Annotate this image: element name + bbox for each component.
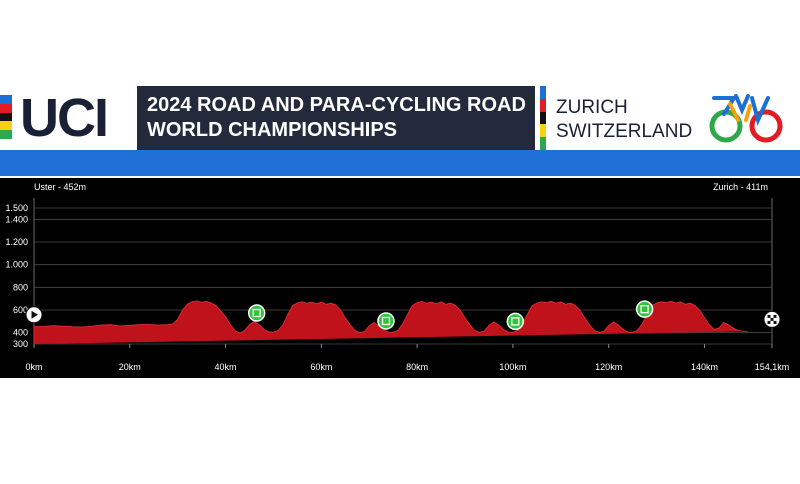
checkered-flag-icon xyxy=(763,310,781,328)
rainbow-stripes-icon xyxy=(0,95,12,139)
rainbow-stripe-green xyxy=(0,130,12,139)
emblem-wheel-right xyxy=(749,109,783,143)
start-label: Uster - 452m xyxy=(34,182,86,192)
event-title-box: 2024 ROAD AND PARA-CYCLING ROAD WORLD CH… xyxy=(137,86,535,150)
elevation-area xyxy=(33,300,748,344)
x-tick-label: 154,1km xyxy=(755,362,790,372)
stripe-blue xyxy=(540,86,546,99)
rainbow-stripe-yellow xyxy=(0,121,12,131)
y-tick-label: 800 xyxy=(13,282,28,292)
x-tick-label: 100km xyxy=(499,362,526,372)
sprint-icon xyxy=(377,312,395,330)
sprint-icon xyxy=(506,312,525,331)
y-tick-label: 1.000 xyxy=(5,260,28,270)
x-tick-label: 20km xyxy=(119,362,141,372)
rainbow-stripe-red xyxy=(0,103,12,113)
championship-emblem-icon xyxy=(709,94,783,143)
x-tick-label: 40km xyxy=(215,362,237,372)
rainbow-stripe-blue xyxy=(0,95,12,104)
route-markers xyxy=(25,300,781,331)
emblem-strokes-blue xyxy=(712,94,770,126)
location: ZURICH SWITZERLAND xyxy=(556,96,692,144)
stripe-black xyxy=(540,111,546,125)
y-tick-label: 400 xyxy=(13,328,28,338)
uci-logo: UCI xyxy=(20,88,109,148)
elevation-profile-panel: 300 400 600 800 1.000 1.200 1.400 1.500 0km 20km… xyxy=(0,178,800,378)
sprint-icon xyxy=(635,300,654,318)
x-tick-label: 80km xyxy=(406,362,428,372)
emblem-strokes-orange xyxy=(728,102,752,122)
x-axis-ticks: 0km 20km 40km 60km 80km 100km 120km 140km 154,1k… xyxy=(25,344,789,372)
location-country: SWITZERLAND xyxy=(556,121,693,142)
location-city: ZURICH xyxy=(556,97,628,118)
x-tick-label: 0km xyxy=(25,362,42,372)
accent-band xyxy=(0,150,800,176)
stripe-green xyxy=(540,137,546,150)
y-tick-label: 1.500 xyxy=(5,203,28,213)
sprint-icon xyxy=(247,304,266,322)
event-title-line1: 2024 ROAD AND PARA-CYCLING ROAD xyxy=(147,94,526,116)
x-tick-label: 120km xyxy=(595,362,622,372)
y-tick-label: 1.200 xyxy=(5,237,28,247)
event-title-line2: WORLD CHAMPIONSHIPS xyxy=(147,119,397,141)
color-stripe-icon xyxy=(540,86,546,150)
finish-label: Zurich - 411m xyxy=(713,182,768,192)
stripe-yellow xyxy=(540,124,546,138)
y-tick-label: 300 xyxy=(13,339,28,349)
y-tick-label: 1.400 xyxy=(5,214,28,224)
play-icon xyxy=(25,306,43,324)
x-tick-label: 140km xyxy=(691,362,718,372)
x-tick-label: 60km xyxy=(310,362,332,372)
stripe-red xyxy=(540,98,546,112)
rainbow-stripe-black xyxy=(0,112,12,122)
y-tick-label: 600 xyxy=(13,305,28,315)
